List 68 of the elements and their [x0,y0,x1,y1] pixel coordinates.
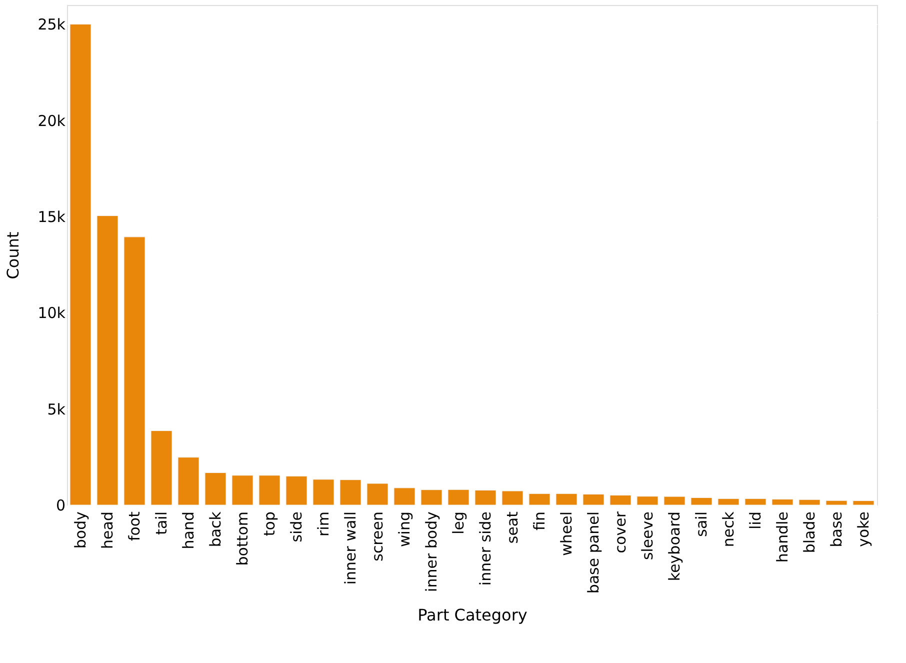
bar [718,498,740,506]
x-tick-label: fin [530,512,548,530]
x-tick-label: body [72,511,90,549]
x-tick-label: foot [126,511,144,542]
y-tick-label: 25k [38,16,66,34]
bar [474,490,496,506]
y-tick-label: 10k [38,304,66,322]
y-tick-label: 5k [47,400,66,418]
bar [124,236,146,506]
x-tick-label: wing [396,512,414,547]
x-tick-label: hand [180,512,198,550]
bar [636,496,658,506]
bar [798,499,820,506]
bar [556,493,578,506]
bar [420,490,442,506]
x-tick-label: head [98,512,116,549]
bar [286,476,308,506]
x-tick-label: side [288,512,306,542]
x-tick-label: inner wall [342,512,360,585]
y-tick-label: 0 [56,496,66,514]
bar [204,472,226,506]
bar [340,480,362,506]
x-tick-label: sleeve [638,512,656,560]
x-tick-label: base panel [584,512,602,594]
bar [258,475,280,506]
bar [502,490,524,506]
x-tick-label: sail [692,512,710,537]
x-tick-label: blade [800,512,818,554]
bar [664,496,686,506]
x-tick-label: bottom [234,512,252,566]
x-tick-label: inner body [422,511,440,592]
x-tick-label: back [206,511,224,548]
x-tick-label: yoke [854,512,872,547]
x-tick-label: neck [720,511,738,548]
bar [366,483,388,506]
x-tick-label: lid [746,512,764,530]
bar [528,493,550,506]
bar [744,498,766,506]
bar [312,479,334,506]
y-tick-label: 20k [38,112,66,130]
x-axis-title: Part Category [418,606,528,625]
x-tick-label: inner side [476,512,494,586]
y-axis-title: Count [4,232,23,280]
x-tick-label: seat [504,511,522,544]
bar [826,500,848,506]
x-tick-label: base [828,512,846,548]
bar [582,494,604,506]
bar [96,216,118,506]
bar [448,489,470,506]
y-tick-label: 15k [38,208,66,226]
x-tick-label: cover [612,510,630,554]
x-tick-label: keyboard [666,512,684,582]
bar [150,430,172,506]
bar [772,498,794,506]
x-tick-label: tail [152,512,170,535]
bar [610,494,632,506]
x-tick-label: screen [368,512,386,562]
x-tick-label: handle [774,512,792,563]
bar [232,475,254,506]
bar [70,24,92,506]
x-tick-label: rim [314,512,332,536]
bar [852,500,874,506]
x-tick-label: wheel [558,512,576,556]
bar [690,497,712,506]
bar [394,488,416,506]
x-tick-label: top [260,512,278,536]
x-tick-label: leg [450,512,468,534]
bar [178,457,200,506]
